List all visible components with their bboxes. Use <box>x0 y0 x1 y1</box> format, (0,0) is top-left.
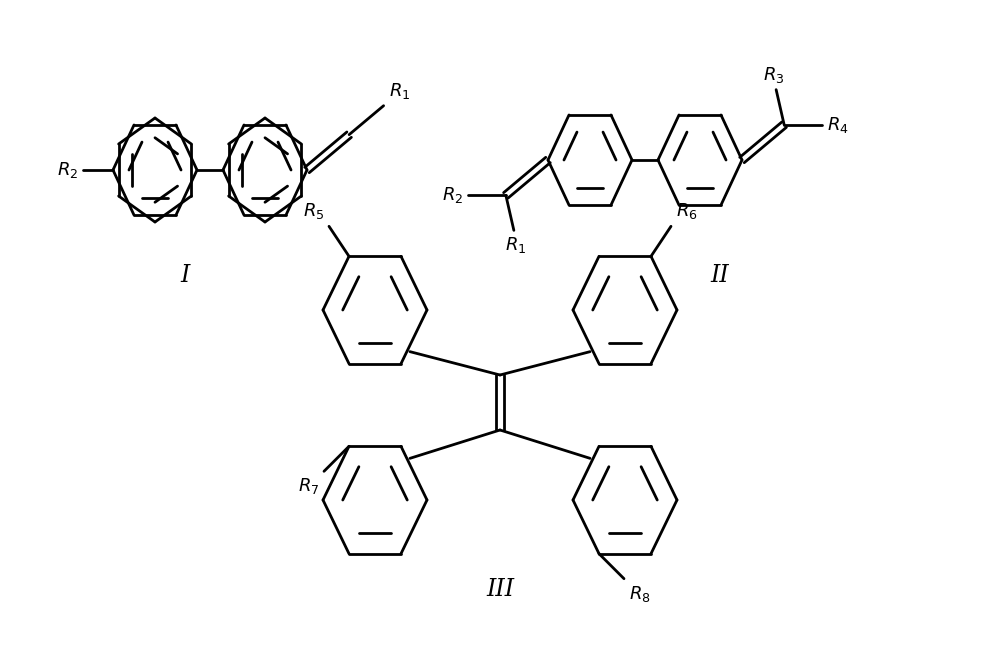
Text: $R_5$: $R_5$ <box>303 202 324 221</box>
Text: $R_6$: $R_6$ <box>676 202 698 221</box>
Text: $R_3$: $R_3$ <box>763 64 785 84</box>
Text: I: I <box>180 263 190 287</box>
Text: II: II <box>711 263 729 287</box>
Text: $R_4$: $R_4$ <box>827 114 849 135</box>
Text: $R_2$: $R_2$ <box>57 160 78 180</box>
Text: $R_1$: $R_1$ <box>389 81 410 101</box>
Text: $R_1$: $R_1$ <box>505 235 527 255</box>
Text: $R_7$: $R_7$ <box>298 476 319 497</box>
Text: III: III <box>486 578 514 601</box>
Text: $R_2$: $R_2$ <box>442 185 463 205</box>
Text: $R_8$: $R_8$ <box>629 584 651 604</box>
